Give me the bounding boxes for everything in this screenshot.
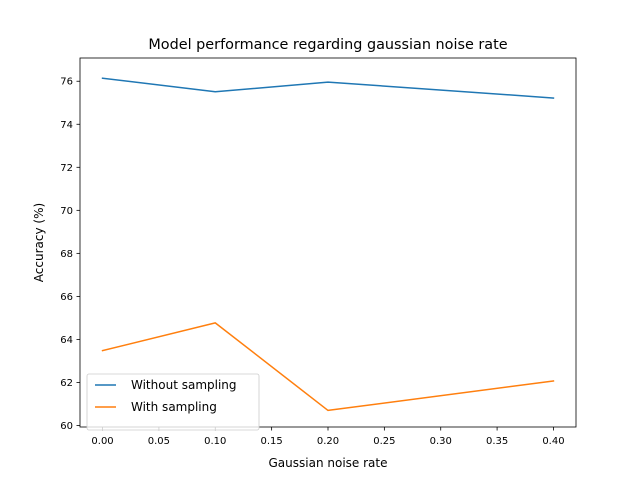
legend-label: Without sampling	[131, 378, 237, 392]
plot-area	[80, 58, 576, 427]
y-tick-label: 62	[60, 378, 73, 389]
x-tick-label: 0.40	[542, 436, 564, 447]
y-tick-label: 76	[60, 77, 73, 88]
y-tick-label: 70	[60, 206, 73, 217]
x-tick-label: 0.25	[373, 436, 395, 447]
y-axis-label: Accuracy (%)	[32, 203, 46, 282]
legend: Without sampling With sampling	[86, 373, 260, 431]
y-tick-label: 60	[60, 421, 73, 432]
x-axis-ticks: 0.00 0.05 0.10 0.15 0.20 0.25 0.30 0.35 0.40	[91, 427, 565, 447]
x-tick-label: 0.10	[204, 436, 226, 447]
y-tick-label: 66	[60, 292, 73, 303]
plot-frame	[79, 57, 577, 428]
chart-title: Model performance regarding gaussian noi…	[148, 37, 507, 53]
series-line-2	[101, 322, 555, 412]
x-tick-label: 0.00	[91, 436, 113, 447]
series-line-1	[101, 77, 555, 99]
y-tick-label: 72	[60, 163, 73, 174]
x-tick-label: 0.30	[430, 436, 452, 447]
legend-label: With sampling	[131, 400, 217, 414]
y-tick-label: 64	[60, 335, 73, 346]
x-tick-label: 0.20	[317, 436, 339, 447]
y-tick-label: 74	[60, 120, 73, 131]
x-tick-label: 0.05	[148, 436, 170, 447]
x-axis-label: Gaussian noise rate	[269, 456, 388, 470]
series-layer	[101, 77, 555, 412]
y-tick-label: 68	[60, 249, 73, 260]
x-tick-label: 0.15	[261, 436, 283, 447]
y-axis-ticks: 60 62 64 66 68 70 72 74 76	[60, 77, 80, 432]
legend-box	[86, 373, 260, 431]
x-tick-label: 0.35	[486, 436, 508, 447]
